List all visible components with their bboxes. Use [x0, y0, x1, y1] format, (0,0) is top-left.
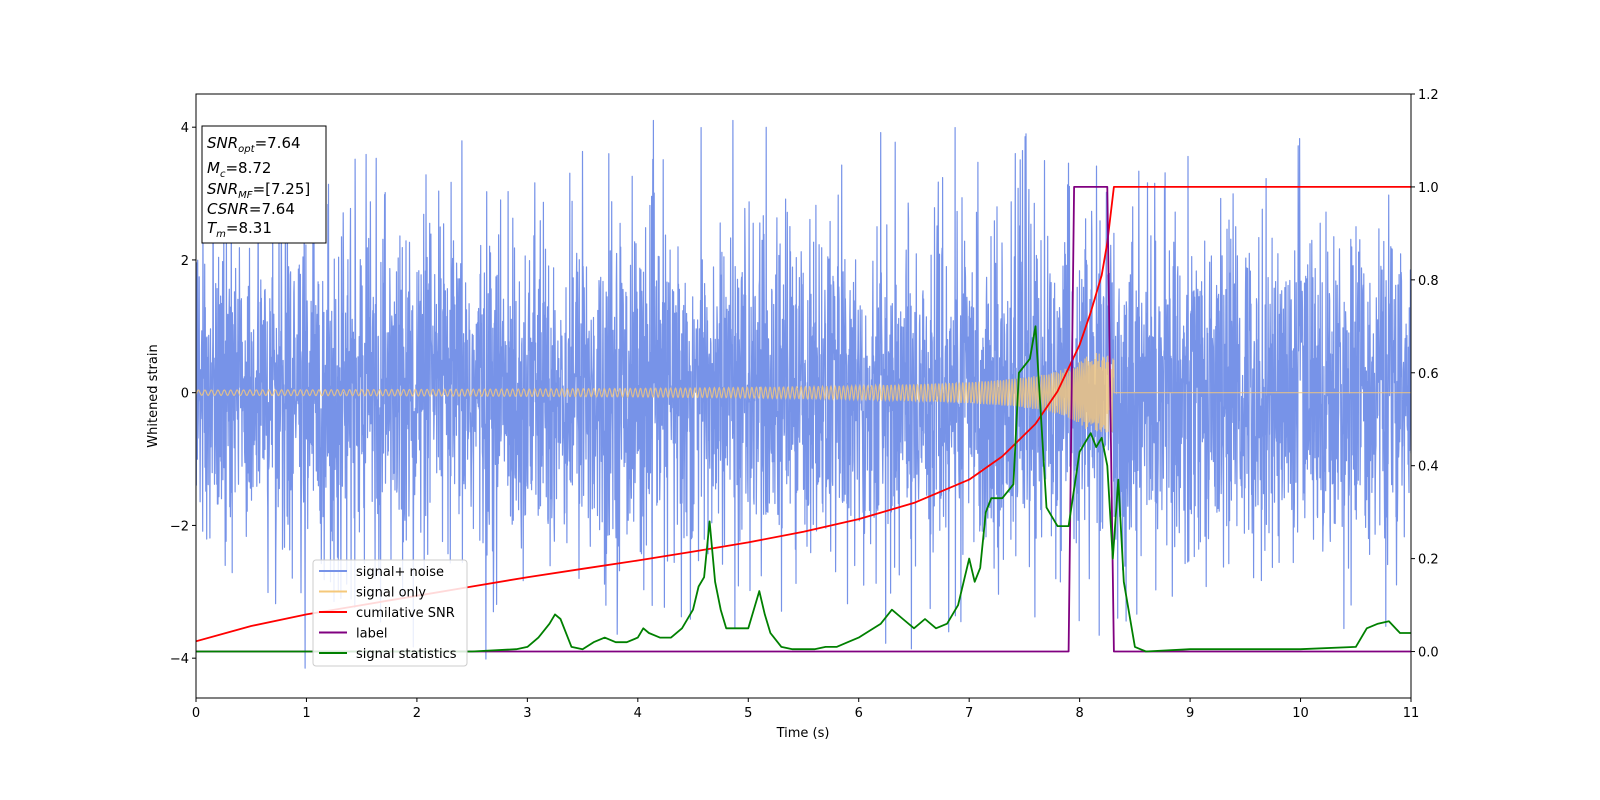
y-right-tick-label: 1.2: [1418, 88, 1439, 103]
x-tick-label: 8: [1075, 706, 1083, 721]
y-axis-label-left: Whitened strain: [146, 344, 161, 447]
x-tick-label: 0: [192, 706, 200, 721]
y-left-tick-label: 4: [181, 121, 189, 136]
info-snr-mf-value: =[7.25]: [253, 180, 311, 198]
x-tick-label: 6: [855, 706, 863, 721]
info-tm: Tm=8.31: [207, 219, 272, 240]
legend-label: cumilative SNR: [356, 606, 455, 621]
info-mc: Mc=8.72: [207, 159, 271, 180]
legend-frame: [312, 559, 468, 667]
series-signal-only: [196, 352, 1411, 433]
y-right-tick-label: 1.0: [1418, 181, 1439, 196]
legend-label: label: [356, 627, 387, 642]
x-tick-label: 10: [1292, 706, 1309, 721]
x-tick-label: 1: [302, 706, 310, 721]
ticks-layer: 0 1 2 3 4 5 6 7 8 9 10 11 −4 −2 0 2 4 0.0 0.2 0.4 0.6 0.8 1.0 1…: [170, 88, 1439, 721]
plot-frame: [195, 93, 1412, 699]
y-right-tick-label: 0.6: [1418, 367, 1439, 382]
y-right-tick-label: 0.2: [1418, 553, 1439, 568]
legend: signal+ noise signal only cumilative SNR la…: [312, 559, 468, 667]
y-right-tick-label: 0.0: [1418, 646, 1439, 661]
info-snr-mf: SNRMF=[7.25]: [207, 180, 310, 201]
info-box-frame: [201, 125, 327, 244]
info-snr-opt-value: =7.64: [255, 134, 301, 152]
x-tick-label: 5: [744, 706, 752, 721]
y-left-tick-label: 0: [181, 387, 189, 402]
info-snr-opt: SNRopt=7.64: [207, 134, 301, 155]
legend-label: signal+ noise: [356, 565, 444, 580]
info-csnr: CSNR=7.64: [207, 200, 295, 218]
x-axis-label: Time (s): [776, 726, 830, 741]
x-tick-label: 7: [965, 706, 973, 721]
x-tick-label: 11: [1403, 706, 1420, 721]
y-left-tick-label: −4: [170, 652, 189, 667]
info-csnr-value: =7.64: [249, 200, 295, 218]
x-tick-label: 9: [1186, 706, 1194, 721]
y-left-tick-label: 2: [181, 254, 189, 269]
legend-label: signal statistics: [356, 647, 457, 662]
y-right-tick-label: 0.4: [1418, 460, 1439, 475]
info-mc-value: =8.72: [225, 159, 271, 177]
x-tick-label: 3: [523, 706, 531, 721]
series-signal-noise: [196, 119, 1411, 669]
y-right-tick-label: 0.8: [1418, 274, 1439, 289]
legend-label: signal only: [356, 586, 426, 601]
info-box: SNRopt=7.64 Mc=8.72 SNRMF=[7.25] CSNR=7.…: [201, 125, 327, 244]
info-tm-value: =8.31: [226, 219, 272, 237]
series-label: [196, 186, 1411, 653]
x-tick-label: 4: [634, 706, 642, 721]
y-left-tick-label: −2: [170, 519, 189, 534]
series-signal-statistics: [196, 325, 1411, 653]
x-tick-label: 2: [413, 706, 421, 721]
